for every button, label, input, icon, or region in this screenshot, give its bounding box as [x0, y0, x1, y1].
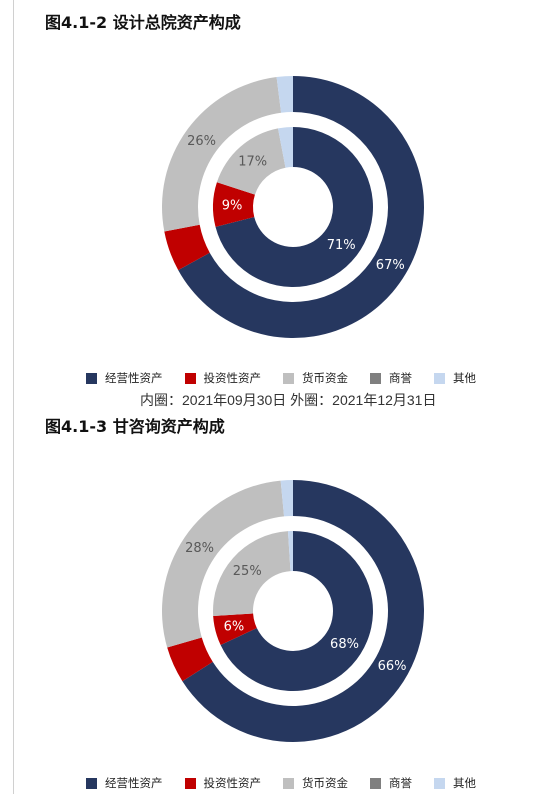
legend-label: 经营性资产 [105, 371, 163, 385]
outer-ring-slice [162, 77, 282, 232]
outer-ring-data-label: 67% [376, 258, 405, 273]
inner-ring-data-label: 25% [233, 564, 262, 579]
outer-ring-slice [178, 76, 424, 338]
outer-ring-slice [280, 480, 293, 517]
legend-item: 其他 [434, 775, 476, 791]
inner-ring-slice [213, 613, 257, 646]
inner-ring-slice [213, 531, 291, 617]
legend-label: 其他 [453, 371, 476, 385]
legend-label: 商誉 [389, 371, 412, 385]
legend-item: 经营性资产 [86, 370, 163, 386]
legend-item: 经营性资产 [86, 775, 163, 791]
inner-ring-slice [213, 182, 255, 227]
outer-ring-slice [182, 480, 425, 742]
legend-item: 投资性资产 [184, 370, 262, 386]
legend-swatch [86, 777, 97, 789]
inner-ring-data-label: 71% [327, 238, 356, 253]
legend-label: 商誉 [389, 776, 412, 790]
chart-legend-1: 经营性资产 投资性资产 货币资金 商誉 其他 [86, 370, 526, 386]
legend-swatch [370, 372, 381, 384]
page-left-rule [13, 0, 14, 794]
chart-title-1: 图4.1-2 设计总院资产构成 [45, 13, 241, 32]
legend-item: 商誉 [370, 370, 412, 386]
inner-ring-data-label: 9% [222, 199, 243, 214]
outer-ring-slice [167, 637, 213, 682]
legend-label: 投资性资产 [203, 371, 262, 385]
inner-ring-slice [287, 531, 293, 572]
legend-item: 其他 [434, 370, 476, 386]
ring-date-caption: 内圈：2021年09月30日 外圈：2021年12月31日 [140, 392, 437, 408]
legend-item: 货币资金 [283, 775, 348, 791]
outer-ring-slice [276, 76, 293, 113]
outer-ring-data-label: 26% [187, 134, 216, 149]
donut-chart-2: 68% 6% 25% 66% 28% [162, 480, 425, 742]
legend-swatch [184, 777, 196, 789]
inner-ring-data-label: 6% [224, 620, 245, 635]
outer-ring-slice [162, 480, 285, 648]
inner-ring-data-label: 68% [330, 637, 359, 652]
inner-ring-slice [220, 531, 373, 691]
legend-swatch [283, 372, 294, 384]
legend-label: 经营性资产 [105, 776, 163, 790]
legend-item: 货币资金 [283, 370, 348, 386]
legend-item: 投资性资产 [184, 775, 262, 791]
legend-swatch [434, 777, 445, 789]
legend-label: 投资性资产 [203, 776, 262, 790]
inner-ring-data-label: 17% [238, 155, 267, 170]
outer-ring-data-label: 28% [185, 541, 214, 556]
chart-title-2: 图4.1-3 甘咨询资产构成 [45, 417, 225, 436]
legend-label: 货币资金 [302, 776, 348, 790]
outer-ring-slice [164, 224, 210, 271]
legend-item: 商誉 [370, 775, 412, 791]
inner-ring-slice [278, 127, 293, 168]
legend-swatch [184, 372, 196, 384]
legend-swatch [434, 372, 445, 384]
inner-ring-slice [215, 127, 373, 287]
chart-legend-2: 经营性资产 投资性资产 货币资金 商誉 其他 [86, 775, 526, 791]
donut-chart-1: 71% 9% 17% 67% 26% [162, 76, 424, 338]
legend-label: 其他 [453, 776, 476, 790]
legend-swatch [86, 372, 97, 384]
legend-label: 货币资金 [302, 371, 348, 385]
legend-swatch [283, 777, 294, 789]
outer-ring-data-label: 66% [378, 659, 407, 674]
legend-swatch [370, 777, 381, 789]
inner-ring-slice [216, 128, 286, 195]
